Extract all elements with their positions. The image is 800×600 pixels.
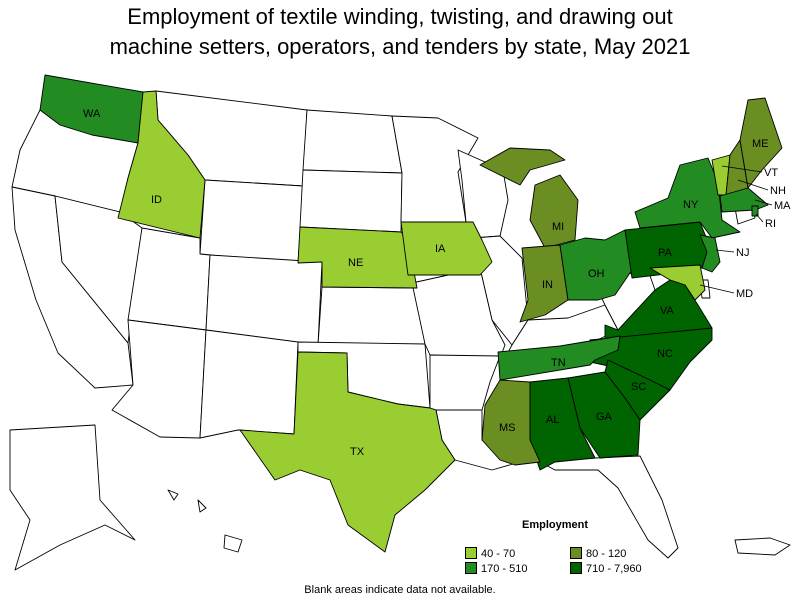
- state-ut: [127, 227, 211, 331]
- legend-item-4: 710 - 7,960: [570, 562, 642, 575]
- state-nj: [699, 234, 721, 273]
- label-in: IN: [542, 279, 553, 291]
- state-nm: [199, 329, 299, 439]
- state-hi: [167, 489, 243, 553]
- state-id: [117, 90, 206, 239]
- state-ri: [751, 205, 759, 217]
- legend-swatch-3: [465, 562, 477, 574]
- legend-label-2: 80 - 120: [586, 548, 627, 560]
- label-ga: GA: [596, 411, 613, 423]
- map-title: Employment of textile winding, twisting,…: [0, 2, 800, 62]
- legend-item-1: 40 - 70: [465, 547, 516, 560]
- state-tn: [497, 335, 621, 381]
- label-leader-lines: [699, 165, 773, 294]
- label-ri: RI: [765, 218, 776, 230]
- state-ny: [634, 157, 741, 239]
- state-labels: WA ID NE IA TX MI IN OH PA NY ME VT NH M…: [83, 108, 791, 458]
- legend-label-3: 170 - 510: [481, 563, 528, 575]
- state-wy: [199, 179, 304, 264]
- state-ks: [317, 286, 426, 346]
- label-id: ID: [151, 194, 162, 206]
- label-tx: TX: [350, 446, 365, 458]
- label-ma: MA: [774, 200, 791, 212]
- state-ia: [400, 221, 493, 276]
- state-mi: [479, 147, 579, 249]
- legend-label-1: 40 - 70: [481, 548, 516, 560]
- label-wa: WA: [83, 108, 101, 120]
- state-tx: [239, 351, 456, 553]
- label-sc: SC: [631, 381, 646, 393]
- leader-ri: [755, 213, 764, 223]
- label-ny: NY: [683, 199, 699, 211]
- legend-swatch-2: [570, 547, 582, 559]
- legend-swatch-1: [465, 547, 477, 559]
- legend-item-2: 80 - 120: [570, 547, 627, 560]
- state-ak: [9, 424, 136, 571]
- leader-nh: [737, 179, 769, 191]
- map-title-line-1: Employment of textile winding, twisting,…: [127, 4, 673, 29]
- label-nc: NC: [657, 348, 673, 360]
- label-vt: VT: [764, 167, 778, 179]
- legend-title: Employment: [522, 519, 589, 531]
- leader-vt: [721, 165, 763, 173]
- label-va: VA: [660, 305, 675, 317]
- state-fl: [539, 455, 679, 559]
- label-nh: NH: [770, 185, 786, 197]
- leader-nj: [715, 249, 735, 253]
- territory-pr: [734, 537, 791, 556]
- label-me: ME: [752, 138, 769, 150]
- label-tn: TN: [551, 357, 566, 369]
- legend-item-3: 170 - 510: [465, 562, 528, 575]
- label-pa: PA: [658, 247, 673, 259]
- label-ms: MS: [499, 422, 516, 434]
- state-nd: [302, 109, 403, 174]
- leader-md: [699, 284, 735, 294]
- label-md: MD: [736, 288, 753, 300]
- state-ms: [481, 379, 541, 466]
- footnote: Blank areas indicate data not available.: [304, 584, 496, 596]
- label-al: AL: [546, 414, 559, 426]
- label-mi: MI: [552, 221, 564, 233]
- state-co: [205, 254, 323, 346]
- legend-swatch-4: [570, 562, 582, 574]
- label-ne: NE: [348, 257, 363, 269]
- label-oh: OH: [588, 268, 605, 280]
- map-title-line-2: machine setters, operators, and tenders …: [109, 34, 691, 59]
- label-ia: IA: [435, 243, 446, 255]
- state-ga: [567, 371, 641, 459]
- state-mn: [391, 115, 479, 223]
- legend-label-4: 710 - 7,960: [586, 563, 642, 575]
- leader-ma: [754, 199, 773, 206]
- state-sd: [299, 169, 403, 233]
- label-nj: NJ: [736, 247, 749, 259]
